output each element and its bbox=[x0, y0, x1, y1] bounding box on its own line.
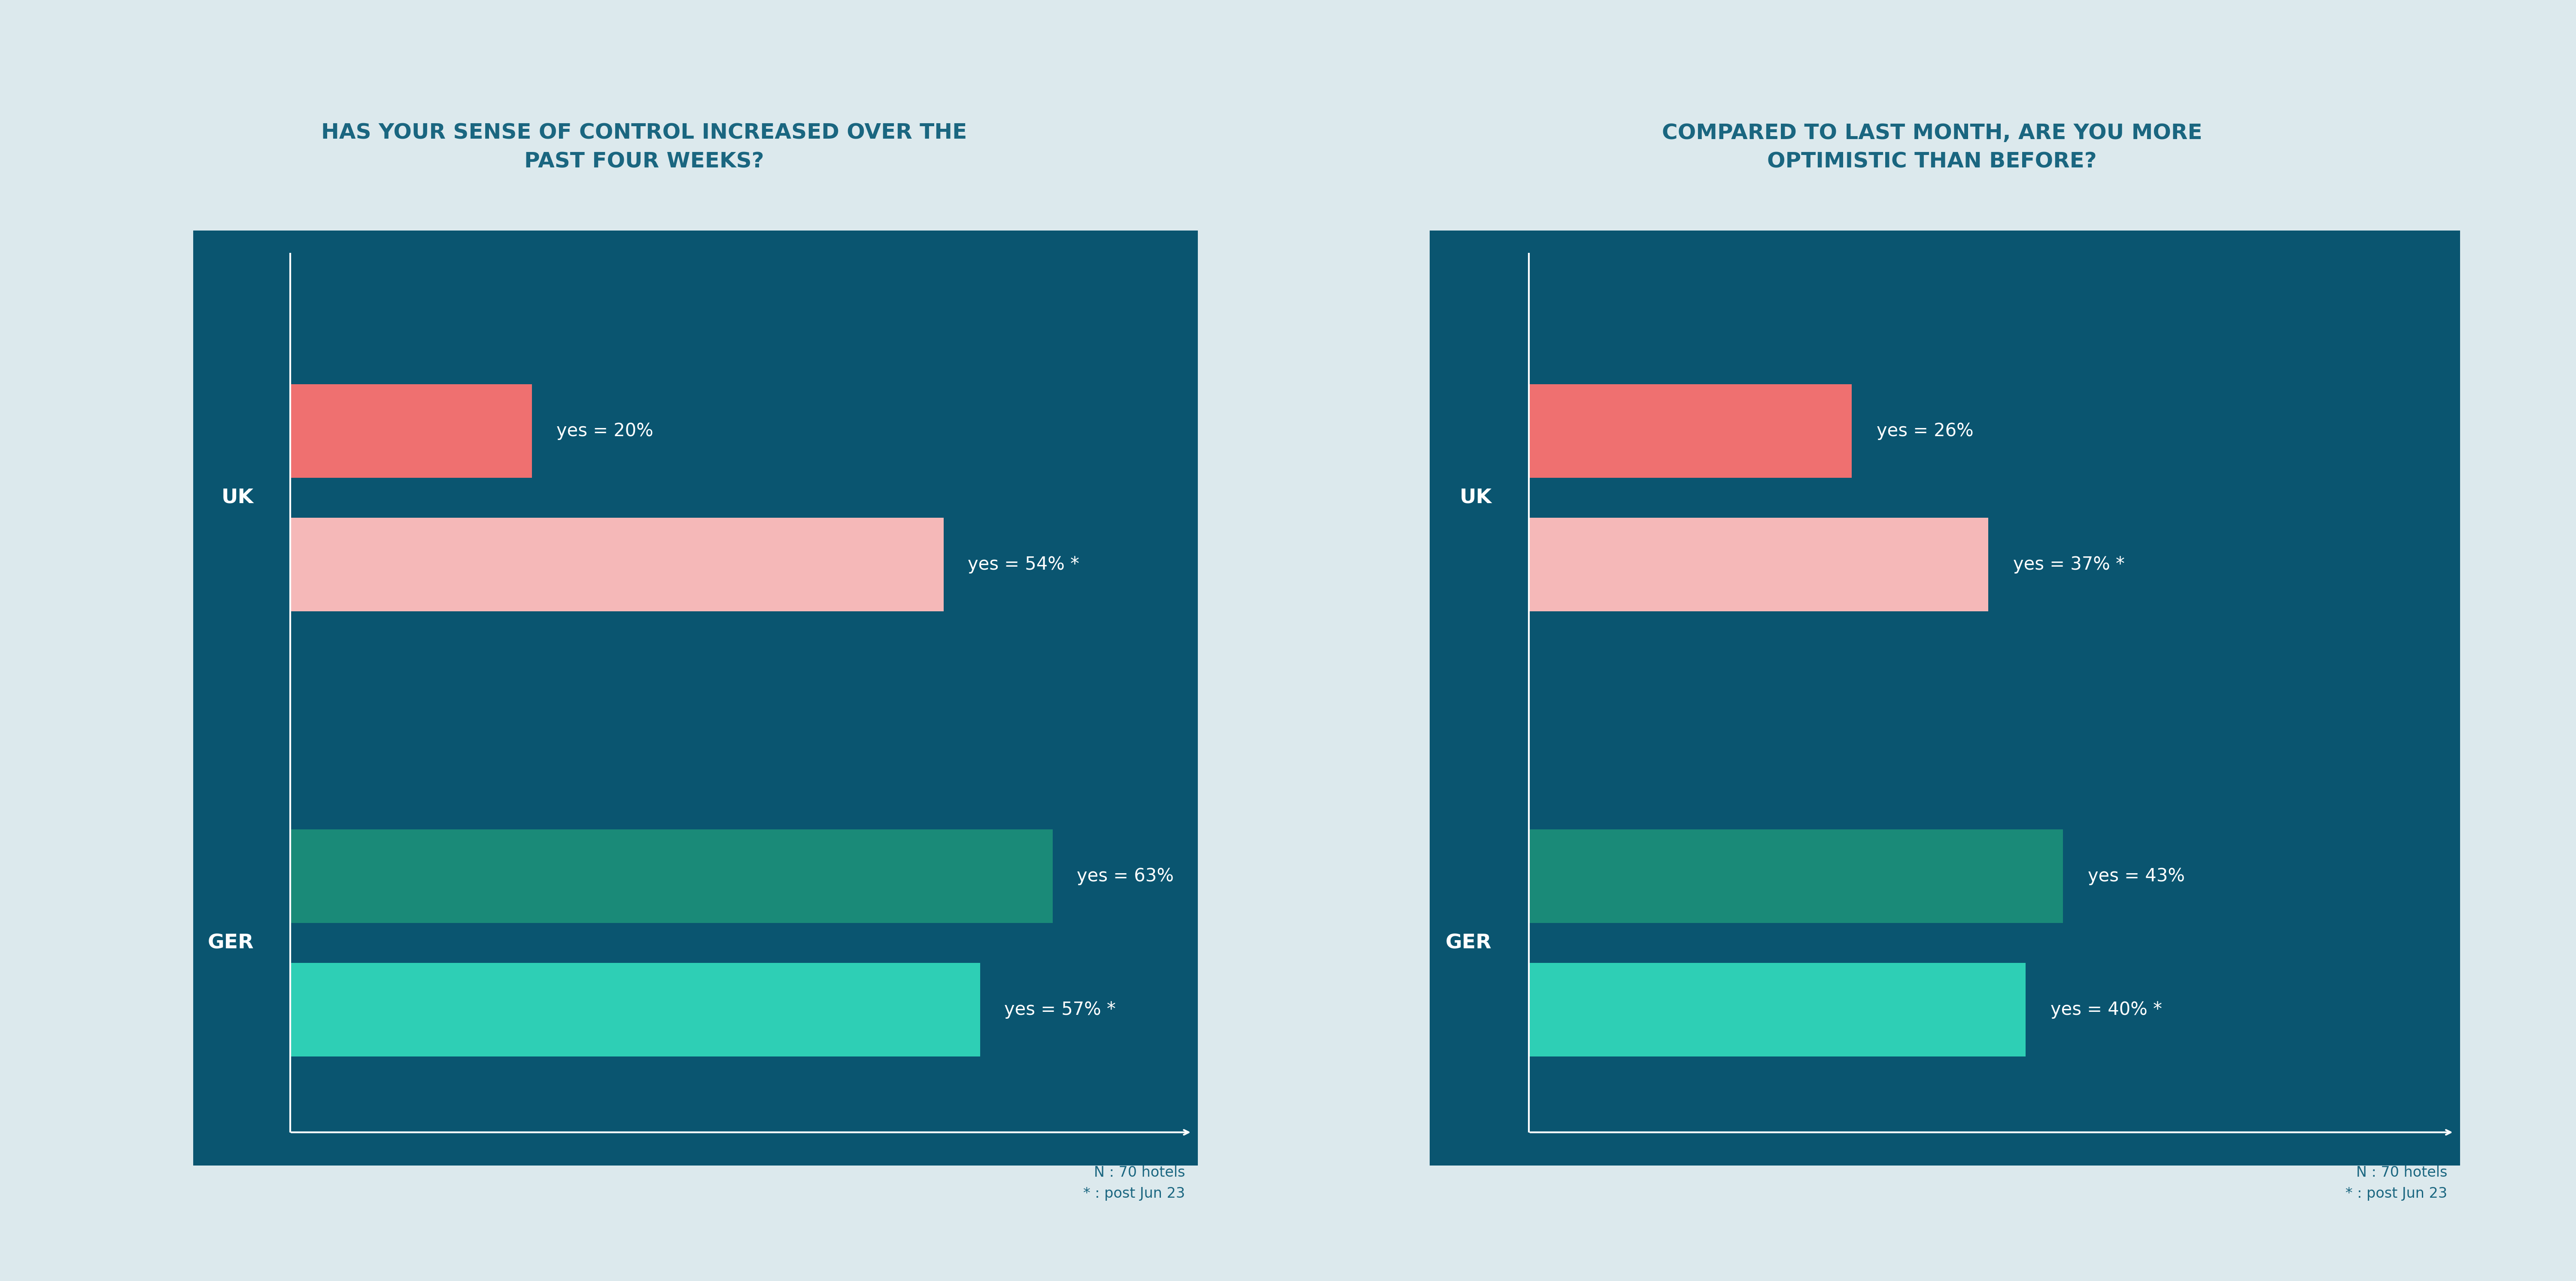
Text: N : 70 hotels
* : post Jun 23: N : 70 hotels * : post Jun 23 bbox=[2344, 1166, 2447, 1200]
Text: HAS YOUR SENSE OF CONTROL INCREASED OVER THE
PAST FOUR WEEKS?: HAS YOUR SENSE OF CONTROL INCREASED OVER… bbox=[322, 123, 966, 172]
Text: yes = 26%: yes = 26% bbox=[1875, 421, 1973, 439]
Text: GER: GER bbox=[1445, 934, 1492, 953]
Text: UK: UK bbox=[222, 488, 252, 507]
Bar bbox=[1530, 384, 1852, 478]
Text: GER: GER bbox=[209, 934, 252, 953]
Bar bbox=[291, 830, 1054, 924]
Text: yes = 63%: yes = 63% bbox=[1077, 867, 1175, 885]
Bar bbox=[291, 384, 533, 478]
Text: yes = 20%: yes = 20% bbox=[556, 421, 654, 439]
Text: yes = 54% *: yes = 54% * bbox=[969, 556, 1079, 574]
Text: UK: UK bbox=[1461, 488, 1492, 507]
Text: N : 70 hotels
* : post Jun 23: N : 70 hotels * : post Jun 23 bbox=[1082, 1166, 1185, 1200]
Text: COMPARED TO LAST MONTH, ARE YOU MORE
OPTIMISTIC THAN BEFORE?: COMPARED TO LAST MONTH, ARE YOU MORE OPT… bbox=[1662, 123, 2202, 172]
Text: yes = 40% *: yes = 40% * bbox=[2050, 1000, 2161, 1018]
Text: yes = 43%: yes = 43% bbox=[2087, 867, 2184, 885]
Bar bbox=[291, 518, 943, 611]
Text: yes = 57% *: yes = 57% * bbox=[1005, 1000, 1115, 1018]
Bar bbox=[1530, 518, 1989, 611]
Bar bbox=[1530, 830, 2063, 924]
Bar bbox=[291, 963, 979, 1057]
Bar bbox=[1530, 963, 2025, 1057]
Text: yes = 37% *: yes = 37% * bbox=[2014, 556, 2125, 574]
